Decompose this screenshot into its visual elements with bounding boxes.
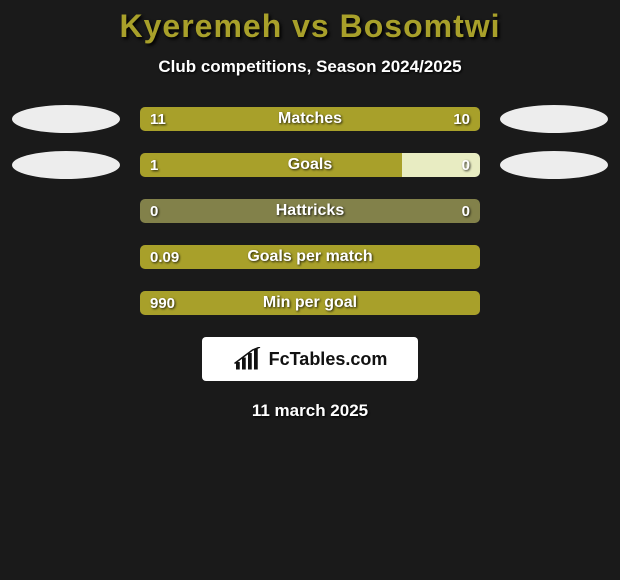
bar-fill-left xyxy=(140,107,317,131)
stat-row-0: 1110Matches xyxy=(0,107,620,131)
stat-value-left: 990 xyxy=(150,291,175,315)
stat-value-left: 11 xyxy=(150,107,166,131)
stat-bar: 1110Matches xyxy=(140,107,480,131)
stat-bar: 0 0Hattricks xyxy=(140,199,480,223)
page-title: Kyeremeh vs Bosomtwi xyxy=(0,8,620,45)
stat-row-4: 990Min per goal xyxy=(0,291,620,315)
stat-rows: 1110Matches10Goals00Hattricks0.09Goals p… xyxy=(0,107,620,315)
stat-value-left: 0.09 xyxy=(150,245,179,269)
player-marker-left xyxy=(12,105,120,133)
logo-text: FcTables.com xyxy=(269,349,388,370)
stat-value-left: 0 xyxy=(150,199,158,223)
stat-label: Hattricks xyxy=(140,199,480,223)
date-text: 11 march 2025 xyxy=(0,401,620,421)
stat-value-right: 0 xyxy=(462,199,470,223)
logo-box: FcTables.com xyxy=(202,337,418,381)
stat-row-1: 10Goals xyxy=(0,153,620,177)
stat-row-3: 0.09Goals per match xyxy=(0,245,620,269)
player-marker-right xyxy=(500,105,608,133)
subtitle: Club competitions, Season 2024/2025 xyxy=(0,57,620,77)
bar-fill-left xyxy=(140,245,480,269)
stat-value-left: 1 xyxy=(150,153,158,177)
stat-value-right: 0 xyxy=(462,153,470,177)
stat-bar: 10Goals xyxy=(140,153,480,177)
player-marker-right xyxy=(500,151,608,179)
stat-bar: 990Min per goal xyxy=(140,291,480,315)
stat-bar: 0.09Goals per match xyxy=(140,245,480,269)
player-marker-left xyxy=(12,151,120,179)
stat-row-2: 0 0Hattricks xyxy=(0,199,620,223)
stat-value-right: 10 xyxy=(453,107,470,131)
bar-fill-left xyxy=(140,291,480,315)
bar-fill-left xyxy=(140,153,402,177)
logo-chart-icon xyxy=(233,347,263,371)
comparison-infographic: Kyeremeh vs Bosomtwi Club competitions, … xyxy=(0,0,620,421)
